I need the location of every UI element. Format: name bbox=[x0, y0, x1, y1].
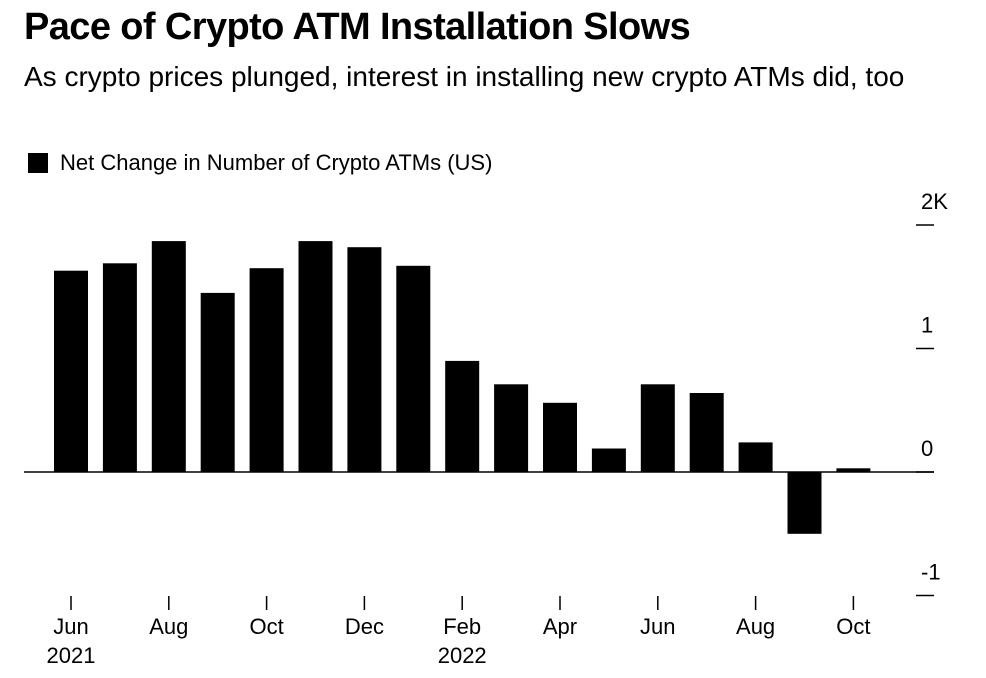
bar-2022-10 bbox=[836, 468, 871, 472]
x-tick-year-2021-06: 2021 bbox=[47, 643, 96, 668]
bar-2022-09 bbox=[787, 472, 822, 534]
x-tick-label-2022-02: Feb bbox=[443, 614, 481, 639]
bar-2022-01 bbox=[396, 265, 431, 472]
y-tick-label-0: 0 bbox=[921, 436, 933, 461]
chart-title: Pace of Crypto ATM Installation Slows bbox=[24, 6, 691, 48]
bar-2022-05 bbox=[591, 448, 626, 472]
bar-2021-08 bbox=[151, 241, 186, 472]
bar-2022-03 bbox=[494, 384, 529, 472]
bar-2021-06 bbox=[54, 270, 88, 472]
x-tick-year-2022-02: 2022 bbox=[438, 643, 487, 668]
bars-group bbox=[54, 241, 871, 534]
x-tick-label-2022-08: Aug bbox=[736, 614, 775, 639]
chart-subtitle: As crypto prices plunged, interest in in… bbox=[24, 61, 905, 92]
x-tick-label-2022-04: Apr bbox=[543, 614, 577, 639]
y-axis: 2K 1 0 -1 bbox=[916, 189, 948, 597]
x-tick-label-2021-06: Jun bbox=[53, 614, 88, 639]
y-tick-label-1: 1 bbox=[921, 313, 933, 338]
legend: Net Change in Number of Crypto ATMs (US) bbox=[28, 150, 492, 176]
legend-label: Net Change in Number of Crypto ATMs (US) bbox=[60, 150, 493, 175]
x-tick-label-2021-08: Aug bbox=[149, 614, 188, 639]
legend-swatch bbox=[28, 153, 48, 173]
bar-2021-09 bbox=[200, 292, 235, 472]
bar-2022-07 bbox=[689, 393, 724, 472]
x-tick-label-2022-06: Jun bbox=[640, 614, 675, 639]
x-axis: Jun 2021 Aug Oct Dec Feb 2022 Apr Jun Aug Oct bbox=[47, 596, 871, 668]
bar-2021-07 bbox=[102, 263, 137, 472]
y-tick-label--1: -1 bbox=[921, 560, 941, 585]
bar-2022-06 bbox=[640, 384, 675, 472]
x-tick-label-2021-12: Dec bbox=[345, 614, 384, 639]
bar-2022-08 bbox=[738, 442, 773, 472]
bar-2021-10 bbox=[249, 268, 284, 472]
bar-2021-11 bbox=[298, 241, 333, 472]
bar-2022-04 bbox=[543, 402, 577, 472]
bar-2022-02 bbox=[445, 360, 480, 473]
bar-2021-12 bbox=[347, 247, 382, 472]
x-tick-label-2022-10: Oct bbox=[836, 614, 870, 639]
x-tick-label-2021-10: Oct bbox=[249, 614, 283, 639]
y-tick-label-2K: 2K bbox=[921, 189, 948, 214]
